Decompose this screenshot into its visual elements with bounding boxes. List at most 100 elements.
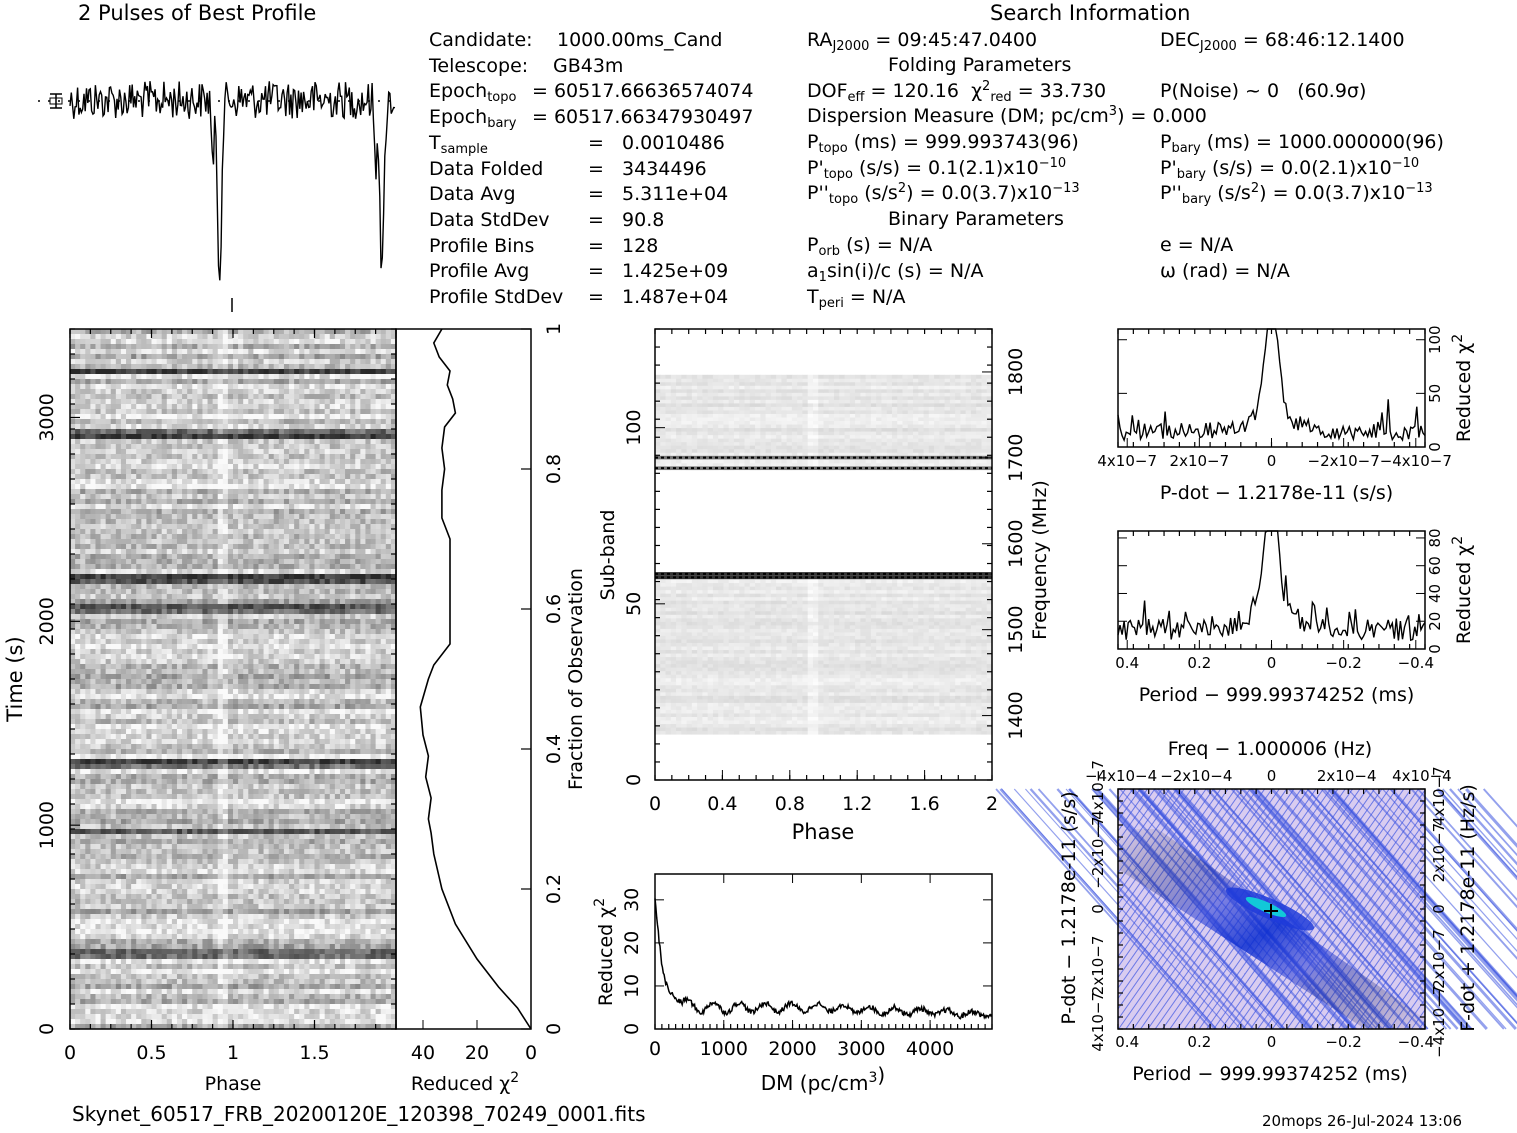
heatmap-cell (304, 669, 310, 675)
heatmap-cell (375, 529, 382, 535)
heatmap-cell (253, 654, 259, 660)
heatmap-cell (360, 354, 366, 360)
heatmap-cell (217, 694, 224, 700)
heatmap-cell (299, 494, 305, 500)
heatmap-cell (309, 409, 315, 415)
heatmap-cell (238, 539, 244, 545)
heatmap-cell (350, 374, 356, 380)
heatmap-cell (166, 489, 173, 495)
heatmap-cell (80, 559, 86, 565)
heatmap-cell (156, 344, 163, 350)
heatmap-cell (187, 674, 193, 680)
heatmap-cell (80, 404, 86, 410)
heatmap-cell (273, 654, 280, 660)
heatmap-cell (156, 349, 163, 355)
heatmap-cell (212, 364, 219, 370)
heatmap-cell (329, 549, 336, 555)
heatmap-cell (126, 519, 132, 525)
heatmap-cell (115, 389, 122, 395)
heatmap-cell (182, 474, 188, 480)
heatmap-cell (182, 419, 188, 425)
heatmap-cell (380, 499, 387, 505)
heatmap-cell (304, 484, 310, 490)
heatmap-cell (192, 449, 198, 455)
heatmap-cell (187, 409, 193, 415)
heatmap-cell (273, 329, 280, 335)
heatmap-cell (273, 354, 280, 360)
heatmap-cell (283, 414, 290, 420)
heatmap-cell (115, 594, 122, 600)
heatmap-cell (339, 609, 346, 615)
heatmap-cell (253, 559, 259, 565)
heatmap-cell (212, 634, 219, 640)
heatmap-cell (283, 354, 290, 360)
heatmap-cell (319, 354, 326, 360)
heatmap-cell (192, 619, 198, 625)
heatmap-cell (120, 469, 127, 475)
heatmap-cell (233, 659, 239, 665)
heatmap-cell (299, 354, 305, 360)
heatmap-cell (355, 329, 361, 335)
heatmap-cell (238, 634, 244, 640)
heatmap-cell (126, 579, 132, 585)
heatmap-cell (248, 379, 254, 385)
heatmap-cell (115, 644, 122, 650)
heatmap-cell (289, 639, 295, 645)
heatmap-cell (390, 689, 397, 695)
heatmap-cell (294, 389, 300, 395)
heatmap-cell (85, 454, 91, 460)
heatmap-cell (253, 394, 259, 400)
pdot-topo-label: P'topo (s/s) = 0.1(2.1)x10−10 (807, 156, 1067, 182)
heatmap-cell (253, 599, 259, 605)
heatmap-cell (294, 669, 300, 675)
heatmap-cell (339, 459, 346, 465)
heatmap-cell (289, 704, 295, 710)
heatmap-cell (268, 559, 275, 565)
heatmap-cell (283, 459, 290, 465)
heatmap-cell (253, 369, 259, 375)
heatmap-cell (334, 429, 341, 435)
heatmap-cell (192, 709, 198, 715)
heatmap-cell (115, 679, 122, 685)
heatmap-cell (187, 609, 193, 615)
heatmap-cell (192, 659, 198, 665)
heatmap-cell (105, 504, 112, 510)
heatmap-cell (380, 554, 387, 560)
heatmap-cell (161, 419, 168, 425)
heatmap-cell (273, 344, 280, 350)
heatmap-cell (212, 499, 219, 505)
heatmap-cell (375, 619, 382, 625)
heatmap-cell (80, 374, 86, 380)
heatmap-cell (263, 459, 270, 465)
heatmap-cell (75, 659, 81, 665)
heatmap-cell (70, 389, 76, 395)
heatmap-cell (207, 594, 214, 600)
heatmap-cell (243, 524, 249, 530)
heatmap-cell (385, 644, 392, 650)
heatmap-cell (314, 579, 320, 585)
heatmap-cell (212, 594, 219, 600)
heatmap-cell (248, 694, 254, 700)
heatmap-cell (217, 629, 224, 635)
heatmap-cell (90, 469, 96, 475)
heatmap-cell (248, 619, 254, 625)
heatmap-cell (268, 334, 275, 340)
heatmap-cell (90, 374, 96, 380)
heatmap-cell (110, 369, 117, 375)
heatmap-cell (350, 459, 356, 465)
heatmap-cell (334, 374, 341, 380)
heatmap-cell (248, 374, 254, 380)
heatmap-cell (238, 519, 244, 525)
heatmap-cell (278, 674, 285, 680)
heatmap-cell (238, 389, 244, 395)
heatmap-cell (283, 624, 290, 630)
heatmap-cell (166, 614, 173, 620)
heatmap-cell (360, 629, 366, 635)
heatmap-cell (238, 684, 244, 690)
heatmap-cell (304, 439, 310, 445)
heatmap-cell (146, 559, 152, 565)
heatmap-cell (70, 594, 76, 600)
heatmap-cell (207, 639, 214, 645)
heatmap-cell (207, 629, 214, 635)
heatmap-cell (151, 709, 157, 715)
